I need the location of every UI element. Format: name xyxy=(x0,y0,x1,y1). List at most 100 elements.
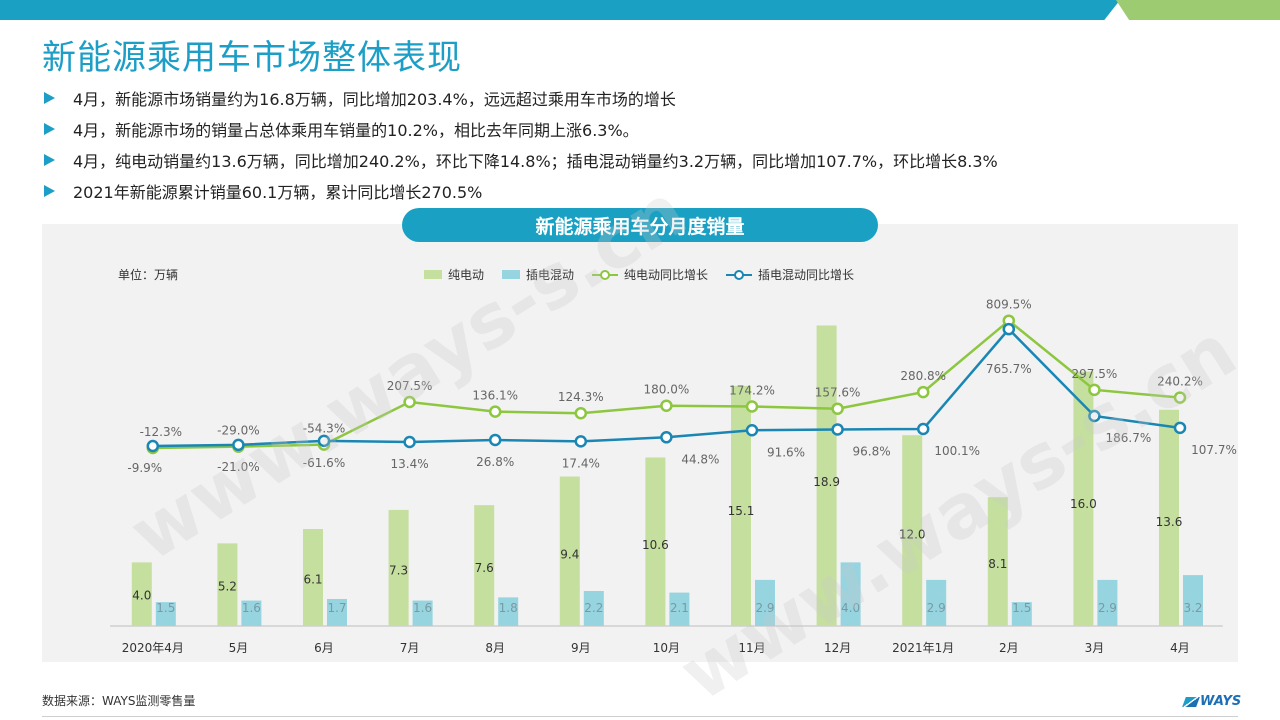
point-label-bev-yoy: 174.2% xyxy=(729,383,775,397)
point-label-bev-yoy: 809.5% xyxy=(986,298,1032,312)
bar-label-phev: 2.1 xyxy=(670,601,689,615)
x-tick-label: 6月 xyxy=(314,641,334,655)
point-phev-yoy xyxy=(403,435,416,449)
x-tick-label: 2020年4月 xyxy=(122,641,184,655)
bar-phev xyxy=(241,600,262,626)
point-label-bev-yoy: 157.6% xyxy=(815,386,861,400)
legend-swatch-bev-yoy xyxy=(592,269,619,280)
bar-label-bev: 8.1 xyxy=(988,557,1007,571)
x-tick-label: 8月 xyxy=(485,641,505,655)
bar-label-phev: 2.9 xyxy=(1098,601,1117,615)
point-phev-yoy xyxy=(232,438,245,452)
bar-bev xyxy=(987,497,1008,626)
bar-bev xyxy=(731,385,751,626)
bar-phev xyxy=(583,591,604,626)
data-source: 数据来源：WAYS监测零售量 xyxy=(42,694,196,708)
bullet-text: 4月，纯电动销量约13.6万辆，同比增加240.2%，环比下降14.8%；插电混… xyxy=(73,151,998,171)
point-bev-yoy xyxy=(916,385,930,399)
point-label-bev-yoy: 280.8% xyxy=(900,369,946,383)
bullet-text: 4月，新能源市场销量约为16.8万辆，同比增加203.4%，远远超过乘用车市场的… xyxy=(73,89,676,109)
point-phev-yoy xyxy=(916,422,930,436)
bullet-text: 4月，新能源市场的销量占总体乘用车销量的10.2%，相比去年同期上涨6.3%。 xyxy=(73,120,639,140)
bar-bev xyxy=(816,325,837,626)
point-phev-yoy xyxy=(488,433,502,447)
point-bev-yoy xyxy=(488,405,502,418)
legend-item-bev: 纯电动 xyxy=(424,266,484,283)
bar-label-phev: 1.6 xyxy=(413,601,432,615)
legend-label-bev-yoy: 纯电动同比增长 xyxy=(624,268,709,282)
point-label-bev-yoy: 207.5% xyxy=(387,379,433,393)
bullet-item: 2021年新能源累计销量60.1万辆，累计同比增长270.5% xyxy=(42,175,1242,206)
point-phev-yoy xyxy=(1173,421,1187,435)
bar-phev xyxy=(327,598,347,626)
bar-bev xyxy=(645,457,666,626)
legend-label-bev: 纯电动 xyxy=(448,268,485,282)
bullet-item: 4月，新能源市场的销量占总体乘用车销量的10.2%，相比去年同期上涨6.3%。 xyxy=(42,113,1242,144)
page-title: 新能源乘用车市场整体表现 xyxy=(42,38,462,78)
point-bev-yoy xyxy=(1173,391,1187,404)
divider xyxy=(42,716,1238,717)
bar-label-bev: 10.6 xyxy=(642,538,669,552)
bullet-item: 4月，纯电动销量约13.6万辆，同比增加240.2%，环比下降14.8%；插电混… xyxy=(42,144,1242,175)
bar-phev xyxy=(412,600,433,626)
bar-bev xyxy=(217,543,238,626)
bar-bev xyxy=(1073,371,1094,626)
x-tick-label: 7月 xyxy=(400,641,420,655)
chart-unit-label: 单位：万辆 xyxy=(118,268,179,282)
bar-label-bev: 5.2 xyxy=(218,579,237,593)
ways-logo-text: WAYS xyxy=(1200,694,1242,709)
bar-label-bev: 12.0 xyxy=(899,527,926,541)
ways-logo: WAYS xyxy=(1182,694,1242,709)
legend-swatch-phev-yoy xyxy=(726,269,753,280)
top-band-green xyxy=(1116,0,1280,20)
point-label-phev-yoy: 100.1% xyxy=(934,444,980,458)
point-phev-yoy xyxy=(146,439,160,453)
point-label-bev-yoy: 136.1% xyxy=(472,389,518,403)
point-bev-yoy xyxy=(745,400,759,413)
legend-item-phev: 插电混动 xyxy=(502,266,574,283)
chart-title: 新能源乘用车分月度销量 xyxy=(402,208,878,242)
point-phev-yoy xyxy=(1088,409,1101,423)
point-label-phev-yoy: -61.6% xyxy=(303,456,345,470)
point-phev-yoy xyxy=(1002,322,1016,336)
bar-label-bev: 6.1 xyxy=(303,572,322,586)
bar-label-phev: 2.9 xyxy=(927,601,946,615)
bullet-list: 4月，新能源市场销量约为16.8万辆，同比增加203.4%，远远超过乘用车市场的… xyxy=(42,82,1242,206)
point-label-bev-yoy: -29.0% xyxy=(217,424,259,438)
legend-label-phev: 插电混动 xyxy=(526,268,575,282)
triangle-bullet-icon xyxy=(44,122,55,135)
point-phev-yoy xyxy=(745,424,759,437)
legend-swatch-bev xyxy=(424,270,442,279)
bar-phev xyxy=(840,562,861,626)
bar-bev xyxy=(131,562,152,626)
point-label-phev-yoy: 107.7% xyxy=(1191,443,1237,457)
legend-label-phev-yoy: 插电混动同比增长 xyxy=(758,268,855,282)
x-tick-label: 3月 xyxy=(1085,641,1105,655)
bar-bev xyxy=(559,476,580,626)
bar-bev xyxy=(902,435,923,626)
bar-label-phev: 1.8 xyxy=(499,601,518,615)
chart-legend: 纯电动 插电混动 纯电动同比增长 插电混动同比增长 xyxy=(424,266,854,283)
bar-label-phev: 1.5 xyxy=(1012,601,1031,615)
bar-phev xyxy=(755,579,775,626)
x-tick-label: 2021年1月 xyxy=(892,641,954,655)
point-label-phev-yoy: 26.8% xyxy=(476,455,514,469)
point-label-bev-yoy: -12.3% xyxy=(140,425,182,439)
point-label-bev-yoy: 124.3% xyxy=(558,390,604,404)
bar-label-bev: 7.3 xyxy=(389,563,408,577)
bar-phev xyxy=(155,602,176,626)
point-label-phev-yoy: 186.7% xyxy=(1106,431,1152,445)
bar-bev xyxy=(1159,409,1179,626)
point-label-phev-yoy: 13.4% xyxy=(391,457,429,471)
point-label-bev-yoy: 297.5% xyxy=(1072,367,1118,381)
bar-bev xyxy=(388,509,409,626)
bar-bev xyxy=(303,529,323,626)
bullet-text: 2021年新能源累计销量60.1万辆，累计同比增长270.5% xyxy=(73,182,483,202)
triangle-bullet-icon xyxy=(44,153,55,166)
point-bev-yoy xyxy=(660,399,673,412)
x-tick-label: 12月 xyxy=(824,641,851,655)
x-tick-label: 4月 xyxy=(1170,641,1190,655)
bullet-item: 4月，新能源市场销量约为16.8万辆，同比增加203.4%，远远超过乘用车市场的… xyxy=(42,82,1242,113)
bar-label-bev: 16.0 xyxy=(1070,497,1097,511)
